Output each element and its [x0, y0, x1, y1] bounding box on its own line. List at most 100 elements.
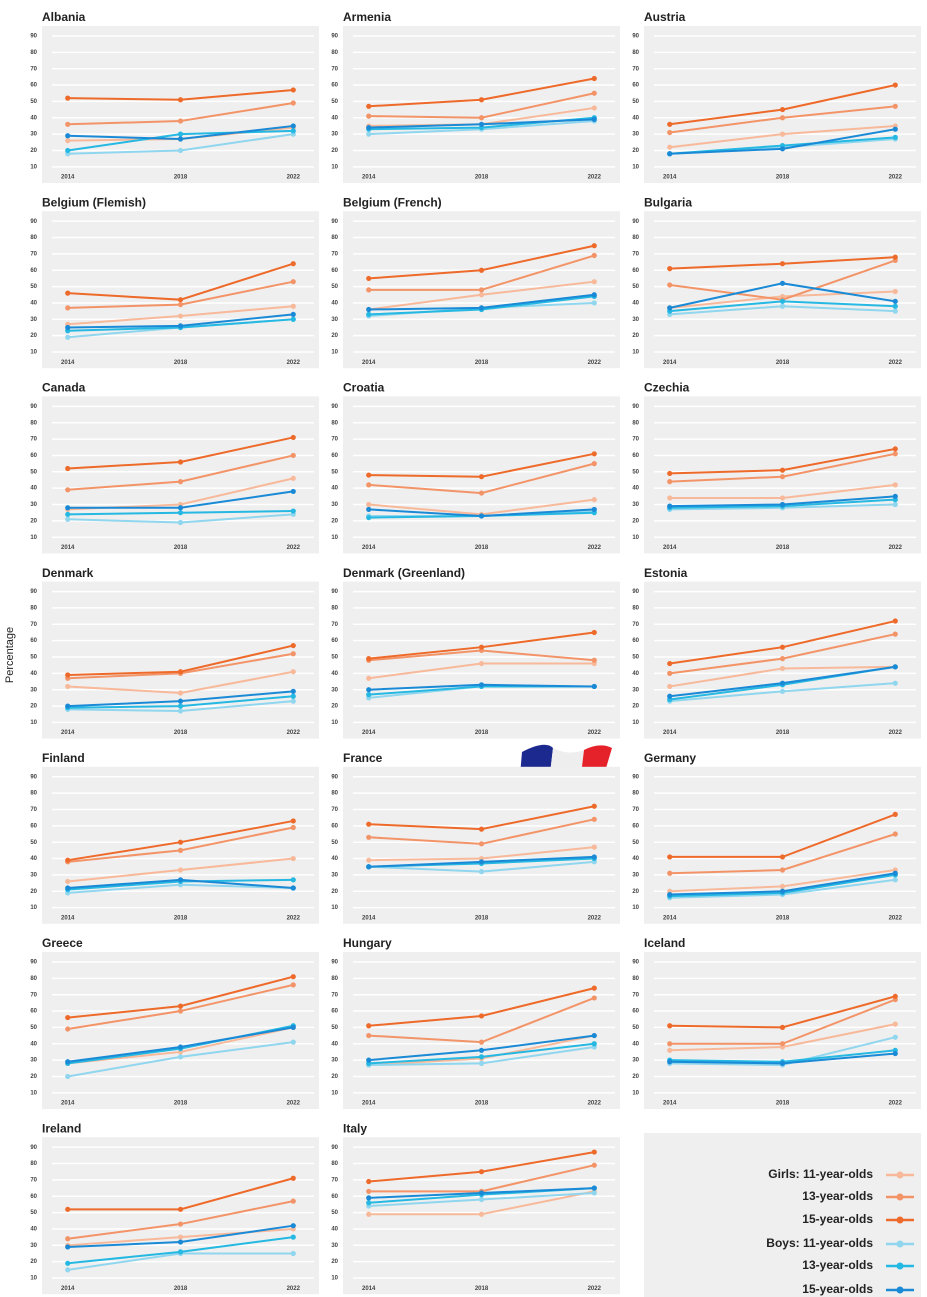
y-tick-label: 80: [632, 420, 639, 426]
data-point: [591, 683, 597, 690]
data-point: [65, 1236, 71, 1242]
data-point: [366, 687, 372, 693]
data-point: [478, 121, 485, 127]
data-point: [478, 859, 485, 865]
data-point: [177, 1054, 184, 1060]
y-tick-label: 10: [30, 1276, 37, 1282]
data-point: [779, 883, 786, 889]
data-point: [667, 670, 673, 676]
data-point: [290, 974, 296, 980]
data-point: [779, 261, 786, 267]
y-tick-label: 70: [331, 992, 338, 998]
y-tick-label: 60: [30, 638, 37, 644]
x-tick-label: 2018: [174, 175, 188, 181]
data-point: [177, 1221, 184, 1227]
data-point: [478, 644, 485, 650]
data-point: [177, 708, 184, 714]
data-point: [366, 1188, 372, 1194]
data-point: [177, 505, 184, 511]
y-tick-label: 50: [331, 284, 338, 290]
data-point: [290, 1223, 296, 1229]
y-tick-label: 30: [30, 317, 37, 323]
data-point: [591, 461, 597, 467]
data-point: [591, 451, 597, 457]
data-point: [667, 129, 673, 136]
data-point: [667, 891, 673, 898]
x-tick-label: 2022: [889, 175, 903, 181]
panel-title: Iceland: [644, 936, 685, 950]
y-tick-label: 30: [331, 1058, 338, 1064]
data-point: [892, 680, 898, 686]
data-point: [177, 847, 184, 853]
y-tick-label: 30: [331, 1243, 338, 1249]
y-tick-label: 60: [30, 268, 37, 274]
legend-swatch-dot: [896, 1193, 904, 1201]
data-point: [779, 656, 786, 662]
data-point: [779, 298, 786, 304]
data-point: [478, 841, 485, 847]
data-point: [591, 995, 597, 1001]
y-tick-label: 90: [632, 774, 639, 780]
y-tick-label: 30: [331, 317, 338, 323]
x-tick-label: 2014: [362, 1286, 376, 1292]
data-point: [591, 252, 597, 259]
y-tick-label: 90: [30, 1145, 37, 1151]
data-point: [667, 870, 673, 876]
x-tick-label: 2018: [776, 1101, 790, 1107]
data-point: [290, 877, 296, 883]
panel-title: Denmark: [42, 566, 94, 580]
y-tick-label: 20: [632, 889, 639, 895]
data-point: [366, 103, 372, 109]
panel-title: Estonia: [644, 566, 688, 580]
data-point: [478, 826, 485, 832]
y-tick-label: 80: [30, 50, 37, 56]
y-tick-label: 10: [331, 535, 338, 541]
data-point: [779, 474, 786, 480]
y-tick-label: 40: [30, 301, 37, 307]
y-tick-label: 70: [632, 992, 639, 998]
y-tick-label: 60: [632, 1009, 639, 1015]
data-point: [478, 305, 485, 311]
data-point: [667, 503, 673, 509]
y-tick-label: 40: [30, 671, 37, 677]
data-point: [779, 665, 786, 672]
x-tick-label: 2022: [287, 1286, 301, 1292]
data-point: [65, 324, 71, 331]
data-point: [779, 303, 786, 309]
data-point: [366, 1200, 372, 1206]
y-tick-label: 80: [30, 976, 37, 982]
y-tick-label: 40: [30, 1227, 37, 1233]
data-point: [290, 303, 296, 309]
y-tick-label: 50: [30, 655, 37, 661]
y-tick-label: 80: [30, 1161, 37, 1167]
y-tick-label: 90: [331, 589, 338, 595]
data-point: [290, 855, 296, 862]
data-point: [290, 885, 296, 891]
data-point: [667, 144, 673, 150]
y-tick-label: 10: [30, 720, 37, 726]
data-point: [478, 1060, 485, 1066]
x-tick-label: 2014: [61, 175, 75, 181]
data-point: [366, 821, 372, 827]
y-tick-label: 70: [30, 807, 37, 813]
data-point: [65, 1244, 71, 1250]
data-point: [667, 1059, 673, 1065]
data-point: [177, 1249, 184, 1255]
data-point: [366, 1211, 372, 1217]
legend-swatch-dot: [896, 1171, 904, 1179]
data-point: [478, 1039, 485, 1045]
y-tick-label: 40: [632, 115, 639, 121]
data-point: [177, 131, 184, 137]
plot-background: [644, 26, 921, 183]
plot-background: [343, 581, 620, 739]
data-point: [65, 516, 71, 522]
y-tick-label: 10: [331, 1090, 338, 1096]
legend-swatch-dot: [896, 1286, 904, 1294]
data-point: [591, 279, 597, 285]
y-tick-label: 80: [632, 791, 639, 797]
data-point: [779, 688, 786, 694]
panel-title: Hungary: [343, 936, 392, 950]
data-point: [779, 854, 786, 860]
x-tick-label: 2014: [362, 175, 376, 181]
data-point: [290, 642, 296, 649]
